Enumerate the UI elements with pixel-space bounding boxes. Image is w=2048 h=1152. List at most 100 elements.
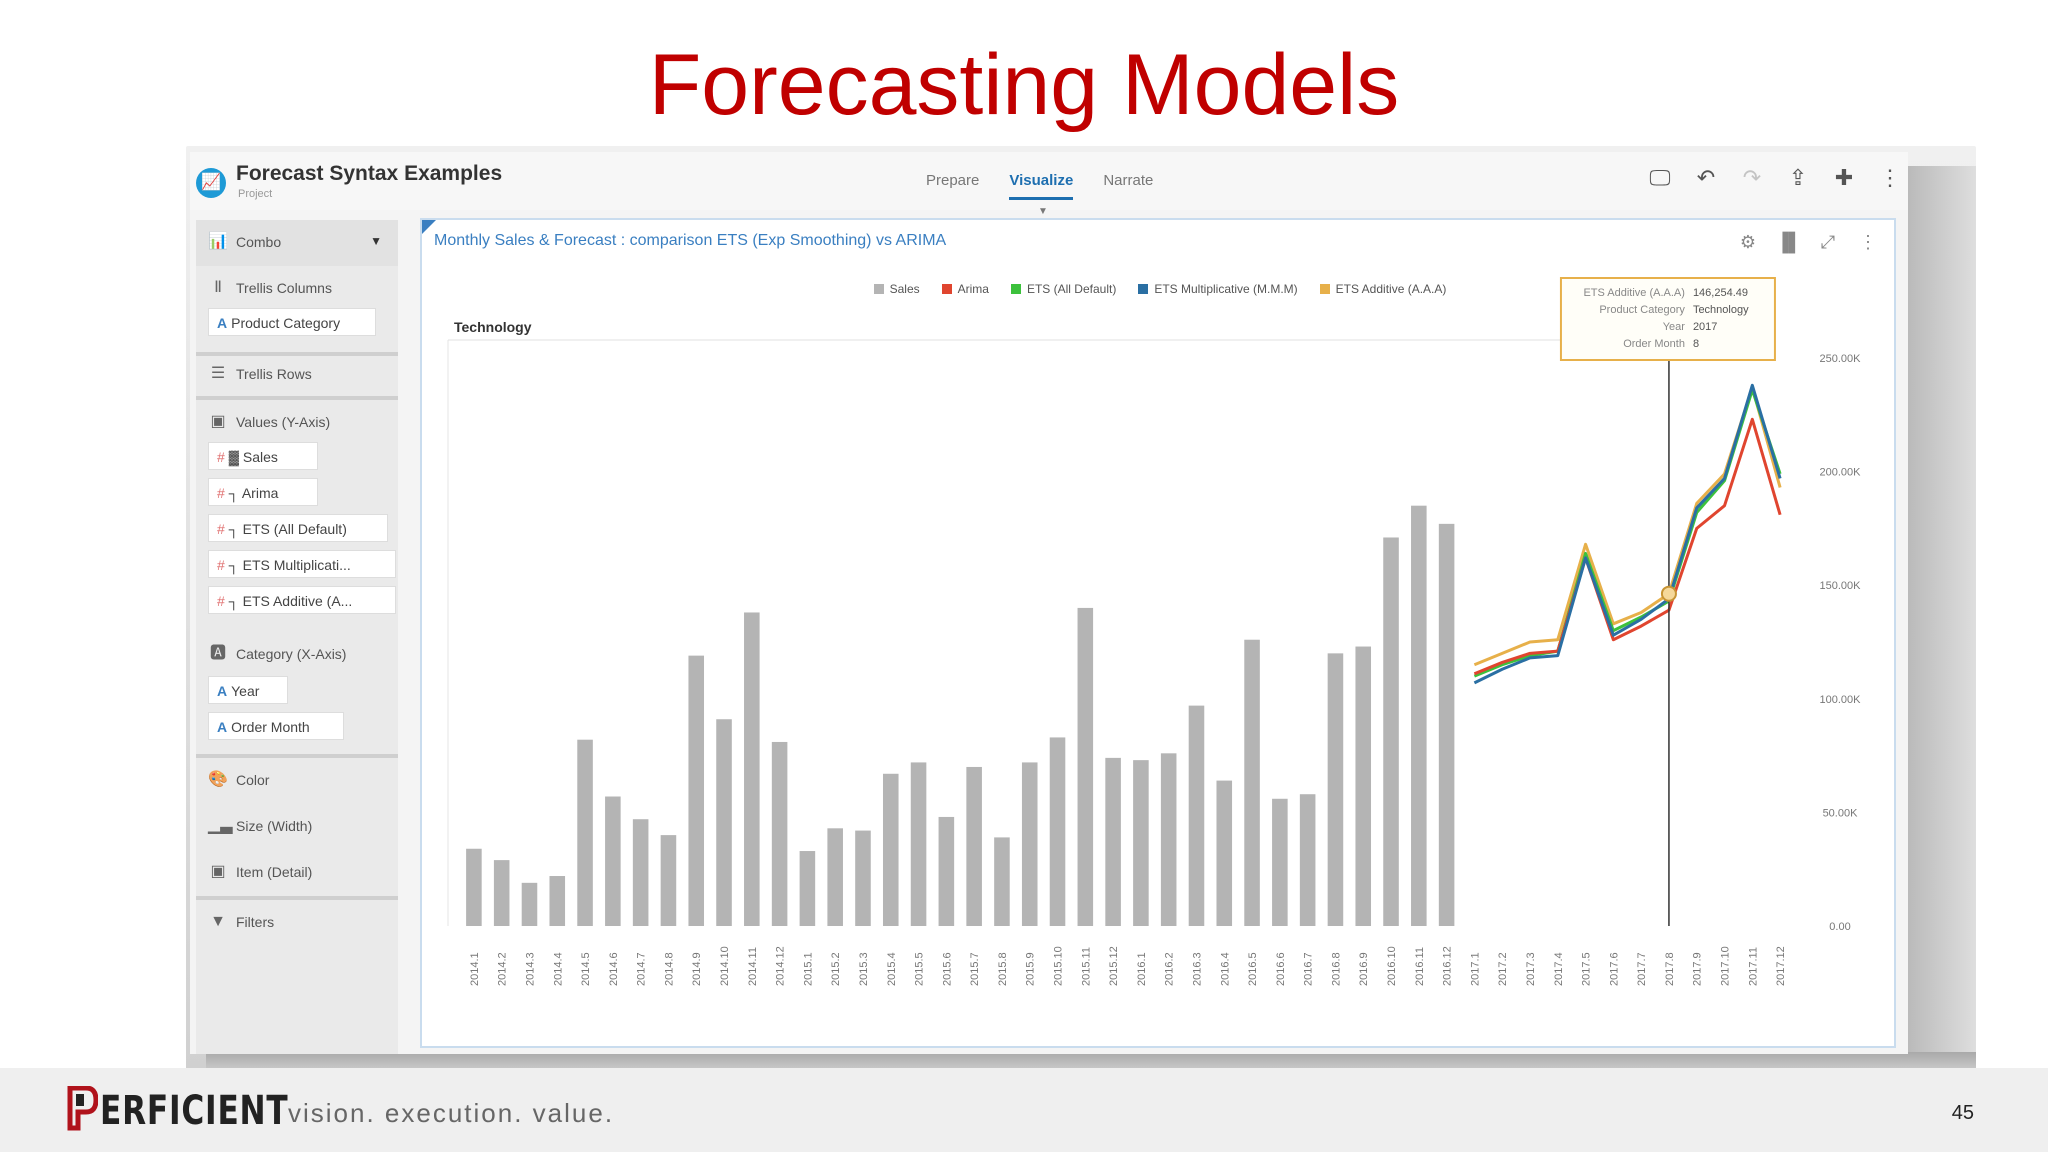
trellis-rows-section[interactable]: ☰ Trellis Rows bbox=[208, 364, 312, 384]
bar[interactable] bbox=[493, 860, 510, 926]
value-item-ets-add[interactable]: # ┐ ETS Additive (A... bbox=[208, 586, 396, 614]
bar[interactable] bbox=[1355, 646, 1372, 926]
legend-item[interactable]: Arima bbox=[941, 282, 989, 296]
legend-item[interactable]: ETS (All Default) bbox=[1010, 282, 1117, 296]
bar[interactable] bbox=[1049, 737, 1066, 926]
bar[interactable] bbox=[466, 848, 482, 926]
combo-chart[interactable]: Technology 0.00 50.00K 100.00K 150.00K 200.00… bbox=[422, 220, 1894, 1046]
series-line[interactable] bbox=[1473, 417, 1782, 676]
bar[interactable] bbox=[605, 796, 621, 926]
value-item-sales[interactable]: # ▓ Sales bbox=[208, 442, 318, 470]
more-icon[interactable]: ⋮ bbox=[1879, 165, 1901, 190]
bar[interactable] bbox=[1216, 780, 1233, 926]
category-item-year[interactable]: A Year bbox=[208, 676, 288, 704]
share-icon[interactable]: ⇪ bbox=[1788, 165, 1808, 190]
redo-icon[interactable]: ↷ bbox=[1742, 165, 1762, 190]
visualization-canvas[interactable]: Monthly Sales & Forecast : comparison ET… bbox=[420, 218, 1896, 1048]
line-icon: ┐ bbox=[228, 593, 243, 609]
size-section[interactable]: ▁▃ Size (Width) bbox=[208, 816, 312, 836]
x-tick-label: 2016.3 bbox=[1191, 952, 1203, 986]
chevron-down-icon[interactable]: ▼ bbox=[370, 234, 382, 248]
bar[interactable] bbox=[1327, 653, 1344, 926]
bar[interactable] bbox=[1438, 523, 1455, 926]
legend-item[interactable]: Sales bbox=[873, 282, 920, 296]
category-item-order-month[interactable]: A Order Month bbox=[208, 712, 344, 740]
measure-icon: # bbox=[217, 449, 225, 465]
bar[interactable] bbox=[744, 612, 760, 926]
bar[interactable] bbox=[1411, 505, 1427, 926]
bar[interactable] bbox=[827, 828, 843, 926]
bar[interactable] bbox=[1272, 798, 1288, 926]
bar[interactable] bbox=[1077, 607, 1094, 926]
trellis-columns-item[interactable]: A Product Category bbox=[208, 308, 376, 336]
attribute-icon: A bbox=[217, 683, 228, 699]
tab-prepare[interactable]: Prepare bbox=[926, 172, 980, 189]
hover-point[interactable] bbox=[1660, 585, 1677, 602]
bar[interactable] bbox=[632, 819, 649, 926]
maximize-icon[interactable]: ⤢ bbox=[1820, 232, 1836, 252]
x-tick-label: 2017.11 bbox=[1747, 947, 1759, 986]
more-icon[interactable]: ⋮ bbox=[1859, 232, 1877, 252]
bar[interactable] bbox=[1383, 537, 1399, 926]
value-item-arima[interactable]: # ┐ Arima bbox=[208, 478, 318, 506]
bar[interactable] bbox=[966, 766, 982, 926]
bar-icon: ▓ bbox=[228, 449, 243, 465]
undo-icon[interactable]: ↶ bbox=[1696, 165, 1716, 190]
category-section[interactable]: 🅰 Category (X-Axis) bbox=[208, 644, 346, 664]
bar[interactable] bbox=[1133, 760, 1149, 926]
canvas-toolbar: ⚙ ▐▌ ⤢ ⋮ bbox=[1736, 230, 1880, 254]
legend-item[interactable]: ETS Additive (A.A.A) bbox=[1319, 282, 1446, 296]
bar[interactable] bbox=[1105, 757, 1121, 926]
attribute-icon: A bbox=[217, 315, 228, 331]
color-section[interactable]: 🎨 Color bbox=[208, 770, 269, 790]
bar[interactable] bbox=[882, 773, 899, 926]
x-tick-label: 2016.11 bbox=[1414, 947, 1426, 986]
present-icon[interactable]: 🖵 bbox=[1649, 165, 1671, 190]
bar[interactable] bbox=[1021, 762, 1038, 926]
trellis-columns-section[interactable]: Ⅱ Trellis Columns bbox=[208, 278, 332, 298]
bar[interactable] bbox=[994, 837, 1010, 926]
bar[interactable] bbox=[688, 655, 705, 926]
bar[interactable] bbox=[1188, 705, 1205, 926]
x-tick-label: 2016.8 bbox=[1330, 952, 1342, 986]
values-section[interactable]: ▣ Values (Y-Axis) bbox=[208, 412, 330, 432]
x-tick-label: 2014.3 bbox=[524, 952, 536, 986]
legend-item[interactable]: ETS Multiplicative (M.M.M) bbox=[1138, 282, 1298, 296]
bar[interactable] bbox=[521, 882, 538, 926]
chart-type-icon[interactable]: ▐▌ bbox=[1776, 232, 1802, 252]
bar[interactable] bbox=[660, 835, 677, 926]
value-item-ets-mult[interactable]: # ┐ ETS Multiplicati... bbox=[208, 550, 396, 578]
tab-narrate[interactable]: Narrate bbox=[1103, 172, 1154, 189]
tab-visualize[interactable]: Visualize bbox=[1009, 172, 1074, 200]
value-item-ets-default[interactable]: # ┐ ETS (All Default) bbox=[208, 514, 388, 542]
bar[interactable] bbox=[577, 739, 593, 926]
x-tick-label: 2017.8 bbox=[1664, 952, 1676, 986]
trellis-rows-icon: ☰ bbox=[210, 365, 226, 382]
bar[interactable] bbox=[771, 741, 788, 926]
series-line[interactable] bbox=[1473, 383, 1782, 685]
bar[interactable] bbox=[716, 719, 732, 926]
divider bbox=[196, 352, 398, 356]
bar[interactable] bbox=[855, 830, 871, 926]
settings-icon[interactable]: ⚙ bbox=[1739, 232, 1757, 252]
bar[interactable] bbox=[1299, 794, 1316, 926]
toolbar: 🖵 ↶ ↷ ⇪ ✚ ⋮ bbox=[1646, 164, 1904, 192]
legend-label: ETS (All Default) bbox=[1026, 282, 1117, 296]
bar[interactable] bbox=[1244, 639, 1260, 926]
perficient-logo-icon bbox=[67, 1086, 98, 1131]
chart-type-select[interactable]: 📊 Combo ▼ bbox=[196, 220, 398, 266]
detail-icon: ▣ bbox=[210, 863, 226, 880]
bar[interactable] bbox=[1160, 753, 1177, 926]
bar[interactable] bbox=[549, 876, 566, 926]
bar[interactable] bbox=[910, 762, 927, 926]
bar[interactable] bbox=[938, 816, 955, 926]
bar[interactable] bbox=[799, 851, 816, 926]
tooltip-box bbox=[1559, 277, 1776, 361]
x-tick-label: 2014.6 bbox=[608, 952, 620, 986]
chart-title: Monthly Sales & Forecast : comparison ET… bbox=[434, 232, 947, 249]
collapse-caret-icon[interactable]: ▼ bbox=[1038, 206, 1048, 217]
x-tick-label: 2015.3 bbox=[858, 952, 870, 986]
add-data-icon[interactable]: ✚ bbox=[1834, 165, 1854, 190]
filters-section[interactable]: ▼ Filters bbox=[208, 912, 274, 932]
item-section[interactable]: ▣ Item (Detail) bbox=[208, 862, 312, 882]
